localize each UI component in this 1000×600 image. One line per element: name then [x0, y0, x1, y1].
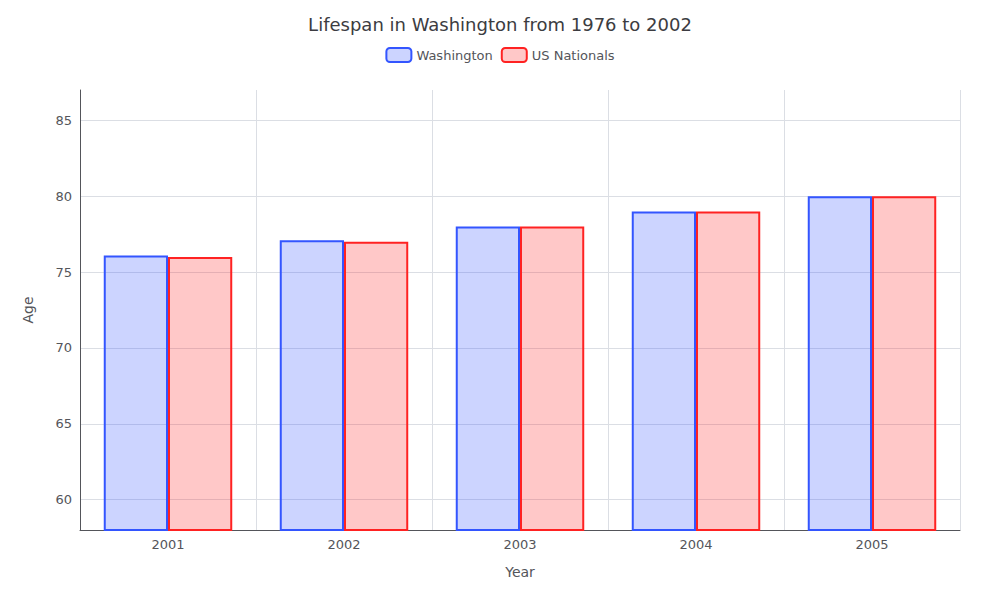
svg-text:2001: 2001 — [151, 537, 184, 552]
svg-text:Washington: Washington — [416, 48, 492, 63]
svg-text:80: 80 — [55, 189, 72, 204]
svg-text:Lifespan in Washington from 19: Lifespan in Washington from 1976 to 2002 — [308, 14, 692, 35]
svg-text:2005: 2005 — [855, 537, 888, 552]
svg-text:65: 65 — [55, 416, 72, 431]
svg-text:Year: Year — [504, 564, 535, 580]
svg-text:60: 60 — [55, 492, 72, 507]
svg-text:75: 75 — [55, 265, 72, 280]
svg-text:Age: Age — [20, 296, 36, 323]
svg-text:US Nationals: US Nationals — [532, 48, 615, 63]
svg-text:70: 70 — [55, 340, 72, 355]
svg-text:2003: 2003 — [503, 537, 536, 552]
svg-text:2004: 2004 — [679, 537, 712, 552]
svg-text:85: 85 — [55, 113, 72, 128]
svg-text:2002: 2002 — [327, 537, 360, 552]
